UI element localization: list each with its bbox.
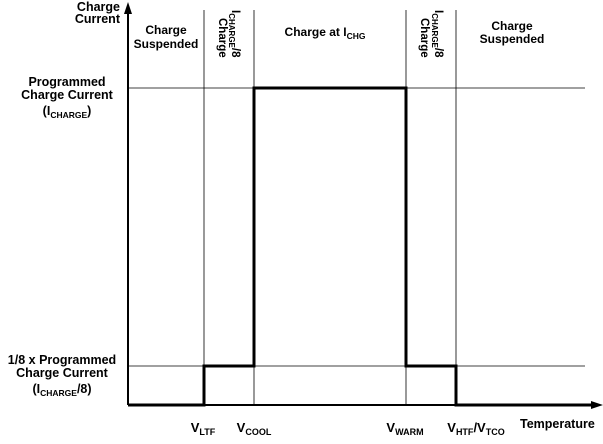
programmed-label-line2: Charge Current: [21, 88, 114, 102]
y-axis-arrowhead: [124, 2, 132, 14]
y-axis-title-line1: Charge: [77, 0, 120, 14]
vcool-label: VCOOL: [237, 420, 272, 437]
vltf-label: VLTF: [191, 420, 216, 437]
warm-eighth-line1: ICHARGE/8: [430, 10, 444, 58]
full-charge-label: Charge at ICHG: [285, 25, 366, 41]
programmed-label-symbol: (ICHARGE): [43, 104, 92, 120]
cool-eighth-charge-label: ICHARGE/8 Charge: [216, 10, 241, 58]
programmed-label-line1: Programmed: [28, 75, 105, 89]
right-suspended-line2: Suspended: [480, 32, 545, 46]
eighth-label-line1: 1/8 x Programmed: [8, 353, 116, 367]
cool-eighth-line2: Charge: [216, 18, 228, 58]
charge-current-profile: [128, 86, 596, 407]
x-axis-arrowhead: [591, 401, 603, 409]
left-suspended-line2: Suspended: [134, 37, 199, 51]
cool-eighth-line1: ICHARGE/8: [227, 10, 241, 58]
eighth-label-symbol: (ICHARGE/8): [32, 382, 91, 398]
right-suspended-line1: Charge: [491, 19, 533, 33]
left-suspended-line1: Charge: [145, 23, 187, 37]
warm-eighth-charge-label: ICHARGE/8 Charge: [418, 10, 444, 58]
vhtf-vtco-label: VHTF/VTCO: [447, 420, 504, 437]
warm-eighth-line2: Charge: [418, 18, 430, 58]
eighth-label-line2: Charge Current: [16, 366, 109, 380]
vwarm-label: VWARM: [386, 420, 423, 437]
y-axis-title-line2: Current: [75, 12, 121, 26]
x-axis-title: Temperature: [520, 417, 595, 431]
